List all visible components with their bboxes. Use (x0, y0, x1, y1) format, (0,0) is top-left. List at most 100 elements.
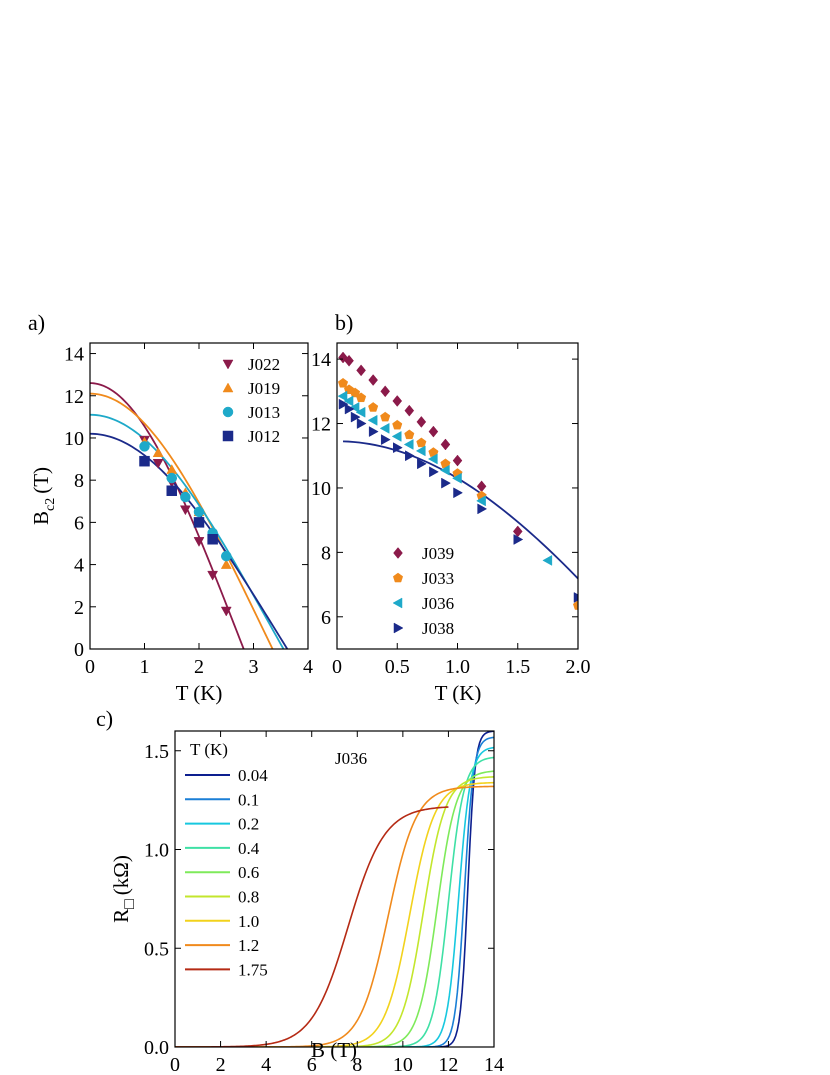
panel-c-xtick-label: 14 (484, 1054, 504, 1075)
point-J033 (368, 402, 379, 412)
point-J033 (392, 419, 403, 430)
point-J038 (380, 434, 391, 446)
point-J036 (337, 390, 348, 402)
point-J038 (513, 534, 524, 545)
point-J036 (379, 422, 390, 434)
panel-b-xtick-label: 0.5 (385, 656, 410, 678)
panel-b-xtick-label: 2.0 (566, 656, 591, 678)
panel-a-fit-curves (90, 382, 289, 649)
point-J039 (344, 354, 354, 367)
panel-c-xtick-label: 10 (393, 1054, 413, 1075)
panel-a-data-points (139, 435, 232, 617)
point-J038 (368, 426, 379, 438)
panel-a-ytick-label: 14 (64, 344, 84, 366)
panel-b-ytick-label: 10 (311, 478, 331, 500)
point-J039 (368, 374, 378, 386)
panel-c-annotation: J036 (335, 749, 367, 768)
panel-a-legend: J022 J019 J013 J012 (222, 355, 280, 446)
panel-c-legend: T (K) 0.04 0.1 0.2 0.4 0.6 0.8 1.0 1.2 1.75 (185, 740, 268, 979)
panel-a-ytick-label: 2 (74, 597, 84, 619)
point-J039 (440, 438, 451, 451)
point-J039 (428, 425, 439, 438)
curve-T-0.1 (175, 736, 494, 1047)
fit-curve-J022 (90, 382, 245, 649)
panel-c-ytick-label: 1.0 (144, 840, 169, 862)
point-J033 (350, 387, 361, 398)
curve-T-0.8 (175, 776, 494, 1047)
legend-marker-J038 (393, 622, 404, 634)
curve-T-0.4 (175, 756, 494, 1047)
panel-b-fit-curve (342, 440, 578, 580)
fit-curve-J013 (90, 413, 285, 649)
panel-a-ytick-label: 8 (74, 470, 84, 492)
panel-c-xlabel: B (T) (311, 1038, 357, 1062)
panel-c-xtick-label: 6 (307, 1054, 317, 1075)
point-J022 (193, 537, 205, 547)
panel-a-ylabel-sub: c2 (43, 498, 58, 511)
point-J036 (349, 401, 360, 413)
legend-label-T-1.2: 1.2 (238, 936, 259, 955)
panel-c-xtick-label: 4 (261, 1054, 271, 1075)
panel-a-ytick-label: 6 (74, 512, 84, 534)
legend-label-T-1.75: 1.75 (238, 960, 268, 979)
panel-c-ytick-label: 1.5 (144, 741, 169, 763)
panel-a-xlabel: T (K) (176, 681, 223, 705)
point-J038 (344, 403, 355, 415)
point-J012 (193, 517, 205, 528)
point-J036 (427, 453, 438, 465)
panel-c-ylabel-main: R (109, 909, 133, 923)
legend-label-T-0.8: 0.8 (238, 888, 259, 907)
panel-a-ylabel-unit: (T) (29, 467, 53, 494)
panel-a-ytick-label: 4 (74, 555, 84, 577)
panel-c-plot-frame (174, 730, 495, 1048)
point-J036 (391, 430, 402, 442)
legend-marker-J012 (222, 430, 234, 442)
panel-c-xtick-label: 12 (438, 1054, 458, 1075)
point-J022 (179, 505, 191, 516)
panel-b-xtick-label: 1.0 (445, 656, 470, 678)
panel-c-legend-title: T (K) (190, 740, 228, 759)
legend-label-J022: J022 (248, 355, 280, 374)
panel-b-legend: J039 J033 J036 J038 (392, 544, 454, 638)
panel-a-ylabel-main: B (29, 511, 53, 525)
panel-b-label: b) (335, 310, 353, 335)
panel-a-xtick-label: 0 (85, 656, 95, 678)
point-J033 (404, 429, 415, 440)
panel-b-ytick-label: 14 (311, 349, 331, 371)
panel-c-label: c) (96, 706, 113, 731)
panel-b-plot-frame (336, 342, 579, 650)
legend-marker-J022 (222, 359, 234, 370)
point-J038 (573, 592, 578, 603)
panel-a-xtick-label: 4 (303, 656, 313, 678)
legend-label-T-0.4: 0.4 (238, 839, 260, 858)
legend-label-J019: J019 (248, 379, 280, 398)
curve-T-1.0 (175, 781, 494, 1047)
legend-label-T-0.2: 0.2 (238, 815, 259, 834)
panel-b-ytick-label: 8 (321, 542, 331, 564)
legend-marker-J036 (392, 597, 403, 609)
point-J038 (417, 458, 427, 470)
legend-marker-J013 (222, 406, 234, 418)
legend-label-T-1.0: 1.0 (238, 912, 259, 931)
panel-a-ylabel: Bc2 (T) (29, 467, 58, 525)
panel-b-xtick-label: 1.5 (505, 656, 530, 678)
point-J012 (166, 485, 177, 496)
fit-curve-b (342, 440, 578, 580)
legend-label-J012: J012 (248, 427, 280, 446)
panel-c: c) 0 2 4 6 8 10 12 140.00.51.01.5 T (K)0.040.10… (96, 706, 504, 1075)
point-J012 (207, 534, 218, 545)
point-J038 (477, 503, 488, 515)
curve-T-0.6 (175, 770, 494, 1047)
panel-a-label: a) (28, 310, 45, 335)
point-J036 (476, 495, 486, 507)
point-J039 (356, 364, 366, 377)
panel-c-ticks: 0 2 4 6 8 10 12 14 0.0 0.5 1.0 1.5 (144, 731, 504, 1075)
point-J033 (337, 377, 349, 388)
point-J036 (343, 395, 354, 407)
legend-label-J033: J033 (422, 569, 454, 588)
point-J038 (405, 450, 415, 462)
legend-label-J013: J013 (248, 403, 280, 422)
